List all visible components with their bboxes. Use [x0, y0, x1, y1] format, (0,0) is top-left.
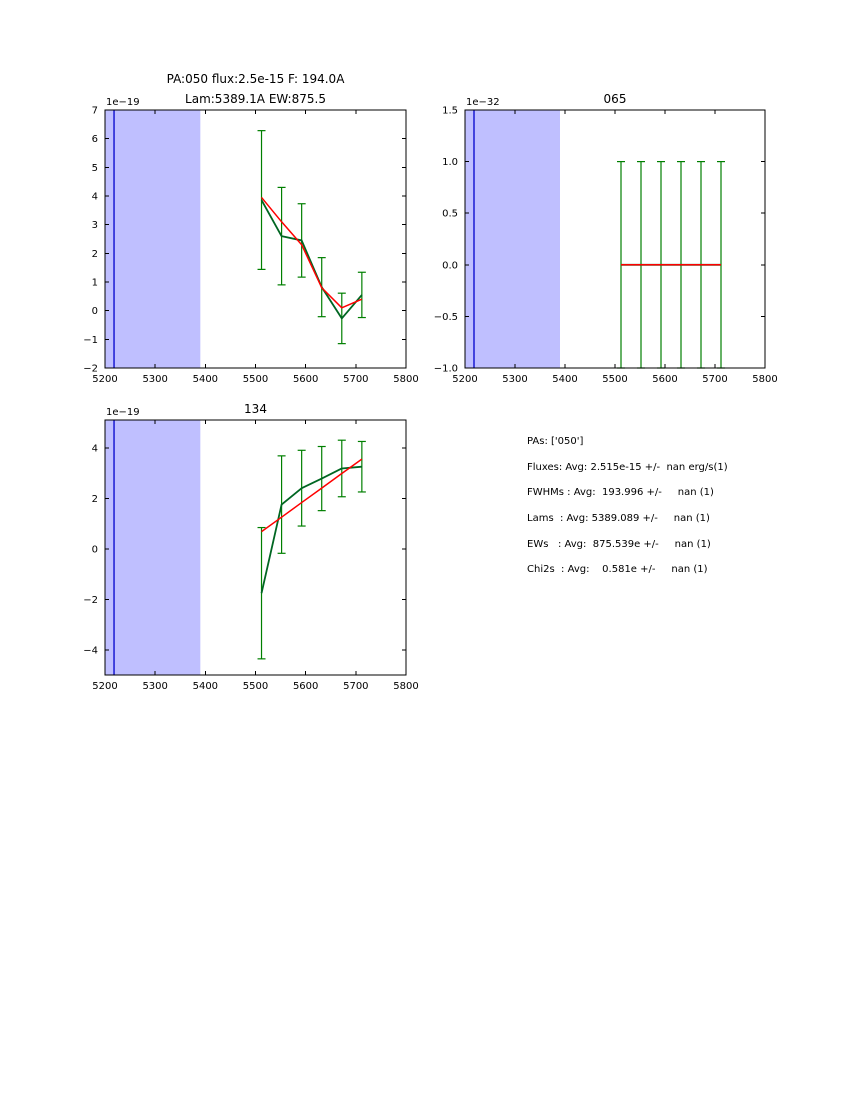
plot-title: 065 — [604, 92, 627, 106]
y-tick-label: 0.0 — [442, 260, 458, 271]
data-line — [260, 199, 363, 320]
y-tick-label: 0 — [92, 544, 98, 555]
y-tick-label: −1 — [83, 335, 98, 346]
y-tick-label: 0 — [92, 306, 98, 317]
axis-offset-label: 1e−32 — [466, 97, 500, 108]
x-tick-label: 5600 — [293, 374, 318, 385]
y-tick-label: 2 — [92, 494, 98, 505]
x-tick-label: 5400 — [193, 681, 218, 692]
y-tick-label: 4 — [92, 192, 98, 203]
y-tick-label: 6 — [92, 134, 98, 145]
y-tick-label: −2 — [83, 595, 98, 606]
x-tick-label: 5600 — [293, 681, 318, 692]
x-tick-label: 5800 — [393, 374, 418, 385]
subplot-pa-134: 5200 5300 5400 5500 5600 5700 5800 −4 −2 0 2 4 134 1e… — [83, 402, 418, 692]
x-tick-label: 5400 — [193, 374, 218, 385]
axis-offset-label: 1e−19 — [106, 407, 140, 418]
subplot-pa-065: 5200 5300 5400 5500 5600 5700 5800 −1.0 −0.5 0.0 0… — [434, 92, 778, 385]
x-tick-label: 5500 — [243, 681, 268, 692]
y-tick-label: 1 — [92, 278, 98, 289]
x-tick-label: 5400 — [552, 374, 577, 385]
stats-line-chi2s: Chi2s : Avg: 0.581e +/- nan (1) — [527, 564, 708, 576]
x-tick-label: 5800 — [752, 374, 777, 385]
x-tick-label: 5700 — [343, 374, 368, 385]
y-tick-label: −0.5 — [434, 312, 458, 323]
y-tick-label: −2 — [83, 364, 98, 375]
x-tick-label: 5700 — [702, 374, 727, 385]
y-tick-label: 3 — [92, 220, 98, 231]
x-tick-label: 5500 — [243, 374, 268, 385]
stats-line-fluxes: Fluxes: Avg: 2.515e-15 +/- nan erg/s(1) — [527, 461, 728, 473]
y-tick-label: 4 — [92, 443, 98, 454]
data-line — [260, 465, 362, 594]
shaded-band — [105, 420, 201, 675]
x-tick-label: 5300 — [142, 374, 167, 385]
x-tick-label: 5200 — [92, 681, 117, 692]
stats-line-pas: PAs: ['050'] — [527, 436, 584, 447]
x-tick-label: 5200 — [92, 374, 117, 385]
shaded-band — [465, 110, 560, 368]
y-tick-label: −4 — [83, 645, 98, 656]
shaded-band — [105, 110, 201, 368]
y-tick-label: 1.5 — [442, 106, 458, 117]
fit-line — [260, 196, 363, 309]
plot-title: PA:050 flux:2.5e-15 F: 194.0A — [167, 72, 346, 86]
y-tick-label: 1.0 — [442, 157, 458, 168]
y-tick-label: 2 — [92, 249, 98, 260]
plot-title: Lam:5389.1A EW:875.5 — [185, 92, 326, 106]
subplot-pa-050: 5200 5300 5400 5500 5600 5700 5800 −2 −1 0 1 2 3 4 5 6 7… — [83, 72, 418, 385]
y-tick-label: 0.5 — [442, 209, 458, 220]
x-tick-label: 5300 — [142, 681, 167, 692]
x-tick-label: 5500 — [602, 374, 627, 385]
x-tick-label: 5700 — [343, 681, 368, 692]
x-tick-label: 5200 — [452, 374, 477, 385]
x-tick-label: 5300 — [502, 374, 527, 385]
stats-line-lams: Lams : Avg: 5389.089 +/- nan (1) — [527, 513, 710, 525]
y-tick-label: 5 — [92, 163, 98, 174]
stats-panel: PAs: ['050'] Fluxes: Avg: 2.515e-15 +/- … — [527, 429, 728, 583]
axis-offset-label: 1e−19 — [106, 97, 140, 108]
plot-title: 134 — [244, 402, 267, 416]
fit-line — [261, 458, 363, 533]
x-tick-label: 5600 — [652, 374, 677, 385]
x-tick-label: 5800 — [393, 681, 418, 692]
y-tick-label: −1.0 — [434, 364, 458, 375]
y-tick-label: 7 — [92, 106, 98, 117]
stats-line-ews: EWs : Avg: 875.539e +/- nan (1) — [527, 538, 711, 550]
stats-line-fwhms: FWHMs : Avg: 193.996 +/- nan (1) — [527, 487, 714, 499]
